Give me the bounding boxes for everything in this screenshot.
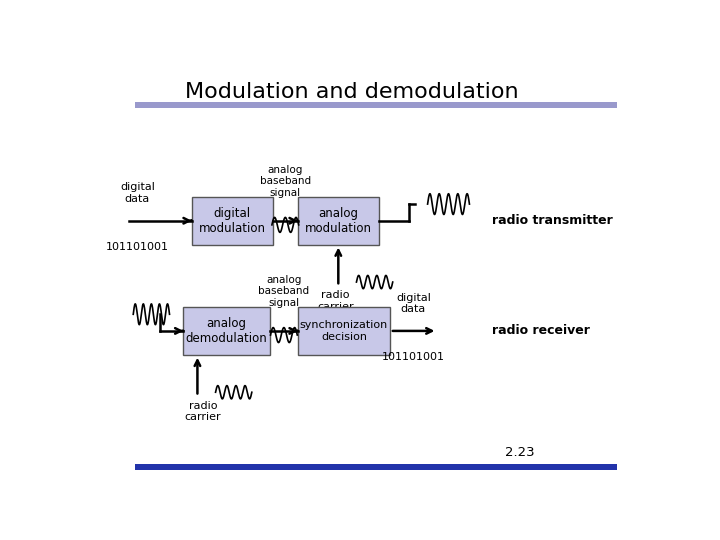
Text: digital
data: digital data — [120, 183, 155, 204]
FancyBboxPatch shape — [298, 307, 390, 355]
Text: digital
data: digital data — [396, 293, 431, 314]
Text: Modulation and demodulation: Modulation and demodulation — [186, 82, 519, 102]
Text: analog
baseband
signal: analog baseband signal — [260, 165, 311, 198]
FancyBboxPatch shape — [135, 463, 617, 470]
Text: digital
modulation: digital modulation — [199, 207, 266, 235]
FancyBboxPatch shape — [184, 307, 270, 355]
Text: radio receiver: radio receiver — [492, 325, 590, 338]
Text: analog
baseband
signal: analog baseband signal — [258, 275, 310, 308]
Text: radio
carrier: radio carrier — [185, 401, 221, 422]
FancyBboxPatch shape — [135, 102, 617, 109]
Text: analog
demodulation: analog demodulation — [186, 317, 268, 345]
Text: analog
modulation: analog modulation — [305, 207, 372, 235]
Text: 2.23: 2.23 — [505, 446, 534, 459]
FancyBboxPatch shape — [298, 197, 379, 245]
Text: 101101001: 101101001 — [382, 352, 445, 362]
Text: 101101001: 101101001 — [106, 241, 169, 252]
Text: radio transmitter: radio transmitter — [492, 214, 613, 227]
FancyBboxPatch shape — [192, 197, 273, 245]
Text: radio
carrier: radio carrier — [318, 291, 354, 312]
Text: synchronization
decision: synchronization decision — [300, 320, 388, 342]
